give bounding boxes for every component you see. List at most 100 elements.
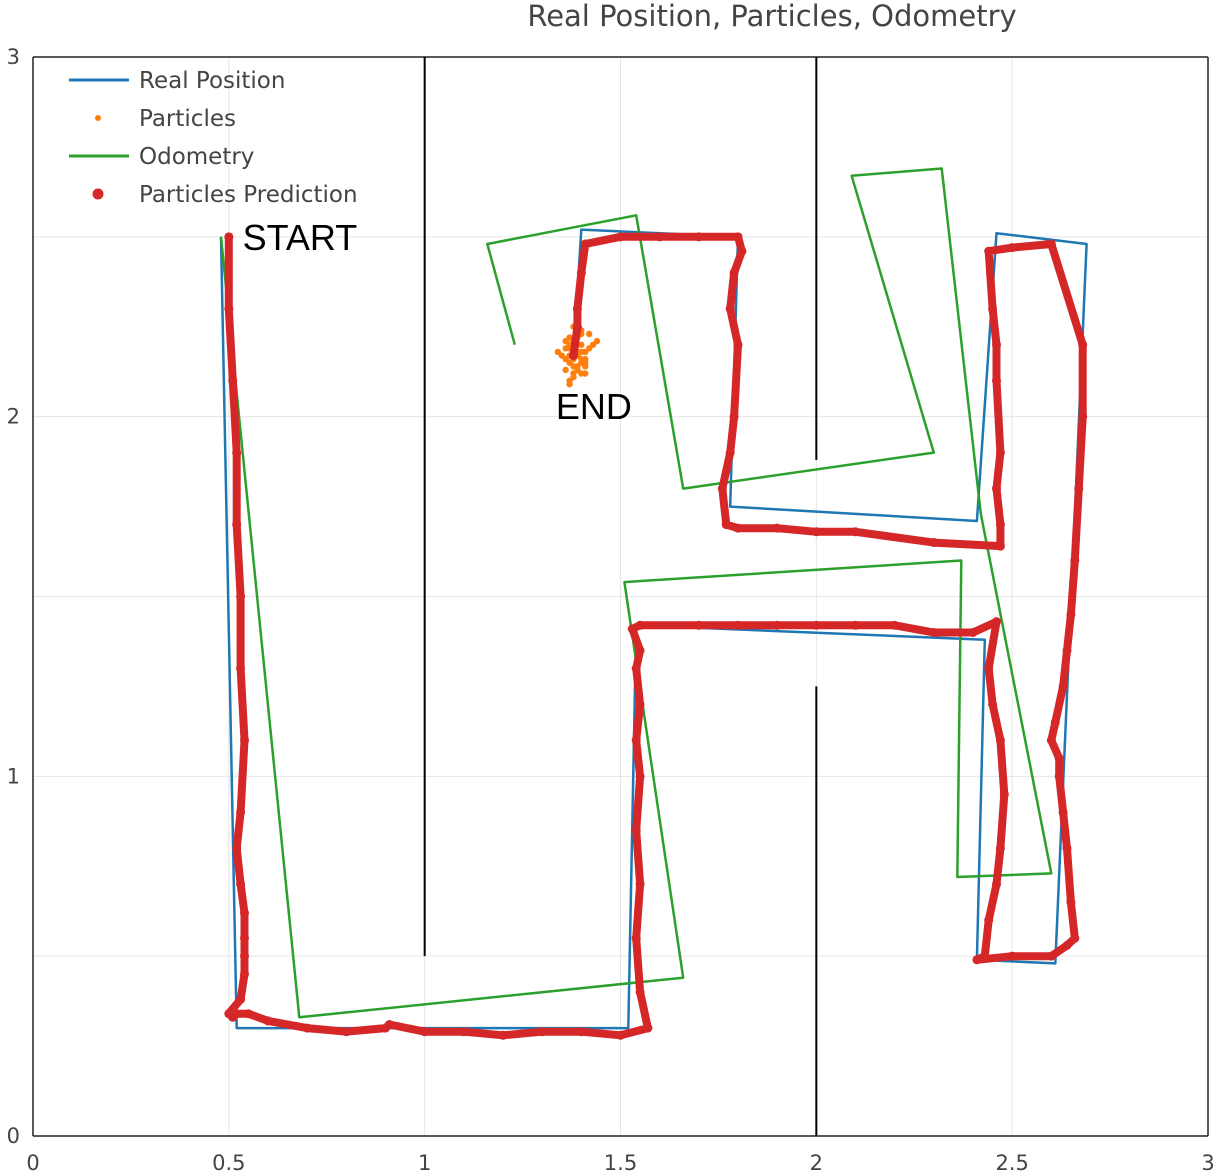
prediction-point bbox=[980, 951, 990, 961]
prediction-point bbox=[968, 627, 978, 637]
prediction-point bbox=[1054, 753, 1064, 763]
walls bbox=[423, 57, 818, 1136]
prediction-point bbox=[498, 1030, 508, 1040]
prediction-point bbox=[302, 1023, 312, 1033]
prediction-point bbox=[236, 663, 246, 673]
prediction-point bbox=[240, 969, 249, 979]
prediction-point bbox=[1058, 681, 1068, 691]
prediction-point bbox=[631, 825, 641, 835]
particle-point bbox=[566, 381, 573, 388]
prediction-point bbox=[992, 376, 1001, 386]
prediction-point bbox=[984, 663, 994, 673]
prediction-point bbox=[972, 955, 982, 965]
particle-point bbox=[554, 348, 562, 356]
prediction-point bbox=[341, 1027, 351, 1037]
particle-point bbox=[562, 366, 569, 374]
tick-labels: 0 0.5 1 1.5 2 2.5 3 0 1 2 3 bbox=[7, 45, 1215, 1172]
prediction-point bbox=[232, 448, 242, 458]
prediction-point bbox=[635, 699, 645, 709]
prediction-point bbox=[580, 239, 590, 249]
annotation-start: START bbox=[243, 217, 358, 258]
prediction-point bbox=[737, 246, 747, 256]
series-line-odometry bbox=[219, 167, 1053, 1019]
prediction-point bbox=[995, 541, 1005, 551]
prediction-point bbox=[1058, 807, 1068, 817]
legend-swatch-particles bbox=[95, 115, 101, 121]
prediction-point bbox=[655, 232, 665, 242]
prediction-point bbox=[992, 484, 1001, 494]
prediction-point bbox=[992, 340, 1001, 350]
prediction-point bbox=[240, 951, 249, 961]
annotation-end: END bbox=[556, 386, 632, 427]
y-tick-label: 2 bbox=[7, 405, 20, 429]
particle-point bbox=[582, 348, 589, 356]
y-tick-label: 0 bbox=[7, 1124, 20, 1148]
prediction-point bbox=[635, 879, 645, 889]
x-tick-label: 0 bbox=[26, 1151, 39, 1172]
legend-label: Real Position bbox=[139, 68, 285, 94]
prediction-point bbox=[459, 1027, 469, 1037]
x-tick-label: 3 bbox=[1201, 1151, 1214, 1172]
prediction-point bbox=[733, 620, 743, 630]
prediction-point bbox=[1046, 951, 1056, 961]
prediction-point bbox=[635, 620, 645, 630]
prediction-point bbox=[631, 735, 641, 745]
particle-point bbox=[570, 373, 577, 381]
prediction-point bbox=[616, 1030, 625, 1040]
prediction-point bbox=[1078, 412, 1088, 422]
prediction-point bbox=[772, 523, 782, 533]
prediction-point bbox=[232, 520, 242, 530]
prediction-point bbox=[635, 771, 645, 781]
prediction-point bbox=[627, 624, 637, 634]
prediction-point bbox=[572, 304, 582, 314]
legend-swatch-particles-prediction bbox=[92, 188, 104, 200]
prediction-point bbox=[1062, 843, 1072, 853]
series bbox=[219, 167, 1088, 1040]
prediction-point bbox=[929, 538, 939, 548]
prediction-point bbox=[635, 987, 645, 997]
prediction-point bbox=[420, 1027, 430, 1037]
prediction-point bbox=[1007, 243, 1017, 253]
series-line-particles-prediction bbox=[224, 232, 1087, 1040]
prediction-point bbox=[384, 1020, 394, 1030]
prediction-point bbox=[236, 994, 246, 1004]
prediction-point bbox=[733, 523, 743, 533]
legend-label: Odometry bbox=[139, 144, 254, 170]
prediction-point bbox=[1046, 239, 1056, 249]
prediction-point bbox=[236, 879, 246, 889]
y-tick-label: 1 bbox=[7, 764, 20, 788]
prediction-point bbox=[851, 620, 860, 630]
x-tick-label: 2 bbox=[810, 1151, 823, 1172]
prediction-point bbox=[999, 789, 1009, 799]
prediction-point bbox=[236, 592, 246, 601]
prediction-point bbox=[694, 620, 704, 630]
prediction-point bbox=[995, 735, 1005, 745]
prediction-point bbox=[984, 915, 994, 925]
annotations: START END bbox=[243, 217, 632, 427]
prediction-point bbox=[1066, 897, 1076, 907]
particle-point bbox=[578, 341, 585, 348]
prediction-point bbox=[224, 232, 234, 242]
prediction-point bbox=[1078, 340, 1088, 350]
prediction-point bbox=[224, 304, 234, 314]
prediction-point bbox=[811, 527, 821, 537]
prediction-point bbox=[263, 1016, 273, 1026]
prediction-point bbox=[243, 1009, 253, 1019]
prediction-point bbox=[1070, 556, 1080, 566]
prediction-point bbox=[537, 1027, 547, 1037]
prediction-point bbox=[988, 699, 998, 709]
prediction-point bbox=[232, 843, 242, 853]
legend-label: Particles bbox=[139, 106, 236, 132]
particle-point bbox=[585, 330, 593, 338]
prediction-point bbox=[992, 879, 1001, 889]
prediction-point bbox=[851, 527, 860, 537]
legend-label: Particles Prediction bbox=[139, 182, 358, 208]
prediction-point bbox=[631, 933, 641, 943]
prediction-point bbox=[729, 412, 739, 422]
prediction-point bbox=[1062, 645, 1072, 655]
prediction-point bbox=[240, 908, 249, 918]
prediction-point bbox=[988, 304, 998, 314]
prediction-point bbox=[240, 933, 249, 943]
axes bbox=[32, 57, 1208, 1137]
prediction-point bbox=[240, 735, 249, 745]
